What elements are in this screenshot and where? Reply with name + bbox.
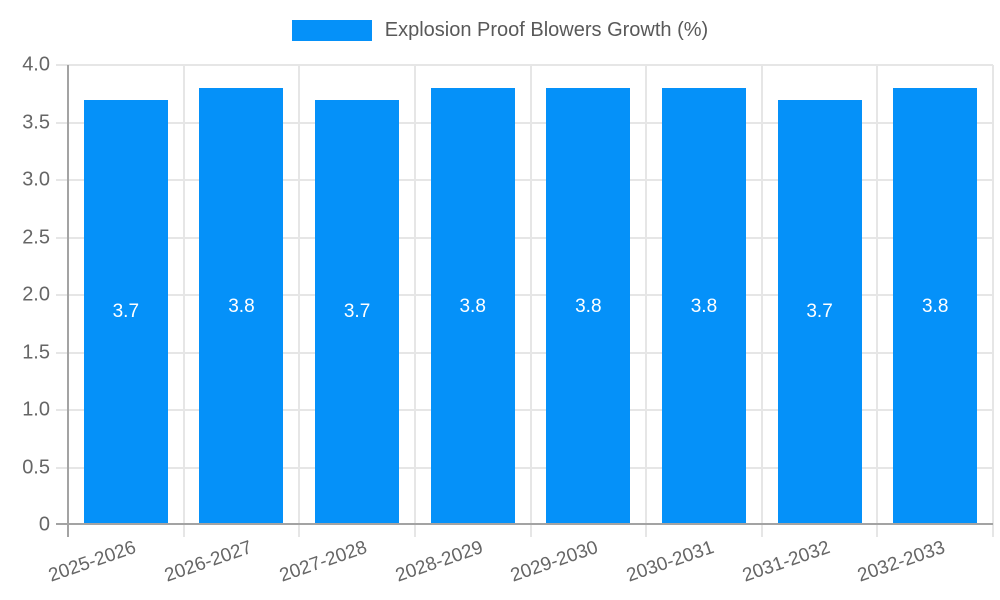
- gridline-vertical: [413, 65, 416, 537]
- bar-value-label: 3.7: [806, 301, 833, 323]
- y-axis-tick-label: 0.5: [22, 456, 50, 478]
- x-axis-tick-label: 2029-2030: [508, 537, 602, 587]
- gridline-horizontal: [56, 64, 993, 66]
- gridline-horizontal: [56, 466, 993, 469]
- x-axis-tick-label: 2028-2029: [392, 537, 486, 587]
- y-axis-tick-label: 3.0: [22, 168, 50, 191]
- bar-value-label: 3.7: [112, 301, 140, 323]
- gridline-vertical: [182, 65, 185, 537]
- bar-value-label: 3.7: [343, 301, 371, 323]
- x-axis-tick-label: 2032-2033: [855, 537, 949, 587]
- y-axis-tick-label: 3.5: [22, 111, 50, 133]
- y-axis-tick-label: 2.0: [22, 283, 50, 306]
- bar-value-label: 3.8: [690, 295, 718, 317]
- bar-value-label: 3.8: [459, 295, 486, 317]
- y-axis-tick-label: 0: [38, 513, 50, 536]
- gridline-vertical: [992, 65, 994, 537]
- bar: 3.7: [315, 99, 400, 525]
- y-axis-tick-label: 1.0: [22, 398, 50, 421]
- gridline-horizontal: [56, 409, 993, 411]
- gridline-vertical: [876, 65, 879, 537]
- gridline-vertical: [529, 65, 532, 537]
- y-axis-tick-label: 1.5: [22, 341, 50, 363]
- bar-value-label: 3.8: [228, 295, 255, 317]
- plot-area: 3.7 3.8 3.7 3.8 3.8 3.8 3.7 3.8: [56, 64, 994, 537]
- bar-value-label: 3.8: [575, 295, 602, 317]
- bar: 3.7: [83, 99, 168, 525]
- legend-label: Explosion Proof Blowers Growth (%): [384, 19, 709, 41]
- legend: Explosion Proof Blowers Growth (%): [0, 19, 1000, 42]
- gridline-horizontal: [56, 179, 993, 181]
- gridline-horizontal: [56, 351, 993, 354]
- x-axis-line: [56, 523, 993, 525]
- bar: 3.8: [430, 88, 515, 525]
- y-axis-tick-label: 4.0: [22, 53, 50, 76]
- bar: 3.8: [893, 88, 978, 525]
- bar: 3.8: [546, 88, 631, 525]
- bar: 3.8: [661, 88, 746, 525]
- x-axis-tick-label: 2025-2026: [45, 537, 139, 587]
- x-axis-tick-label: 2030-2031: [624, 537, 717, 587]
- gridline-vertical: [645, 65, 648, 537]
- gridline-horizontal: [56, 236, 993, 239]
- bar: 3.8: [199, 88, 284, 525]
- bar-value-label: 3.8: [921, 295, 949, 317]
- legend-swatch: [291, 20, 372, 41]
- x-axis-tick-label: 2027-2028: [277, 537, 370, 587]
- bar: 3.7: [777, 99, 862, 525]
- y-axis-line: [67, 65, 69, 537]
- gridline-vertical: [760, 65, 763, 537]
- gridline-vertical: [298, 65, 301, 537]
- x-axis-tick-label: 2026-2027: [161, 537, 255, 587]
- y-axis-tick-label: 2.5: [22, 226, 50, 248]
- gridline-horizontal: [56, 294, 993, 296]
- x-axis-tick-label: 2031-2032: [739, 537, 833, 587]
- gridline-horizontal: [56, 121, 993, 124]
